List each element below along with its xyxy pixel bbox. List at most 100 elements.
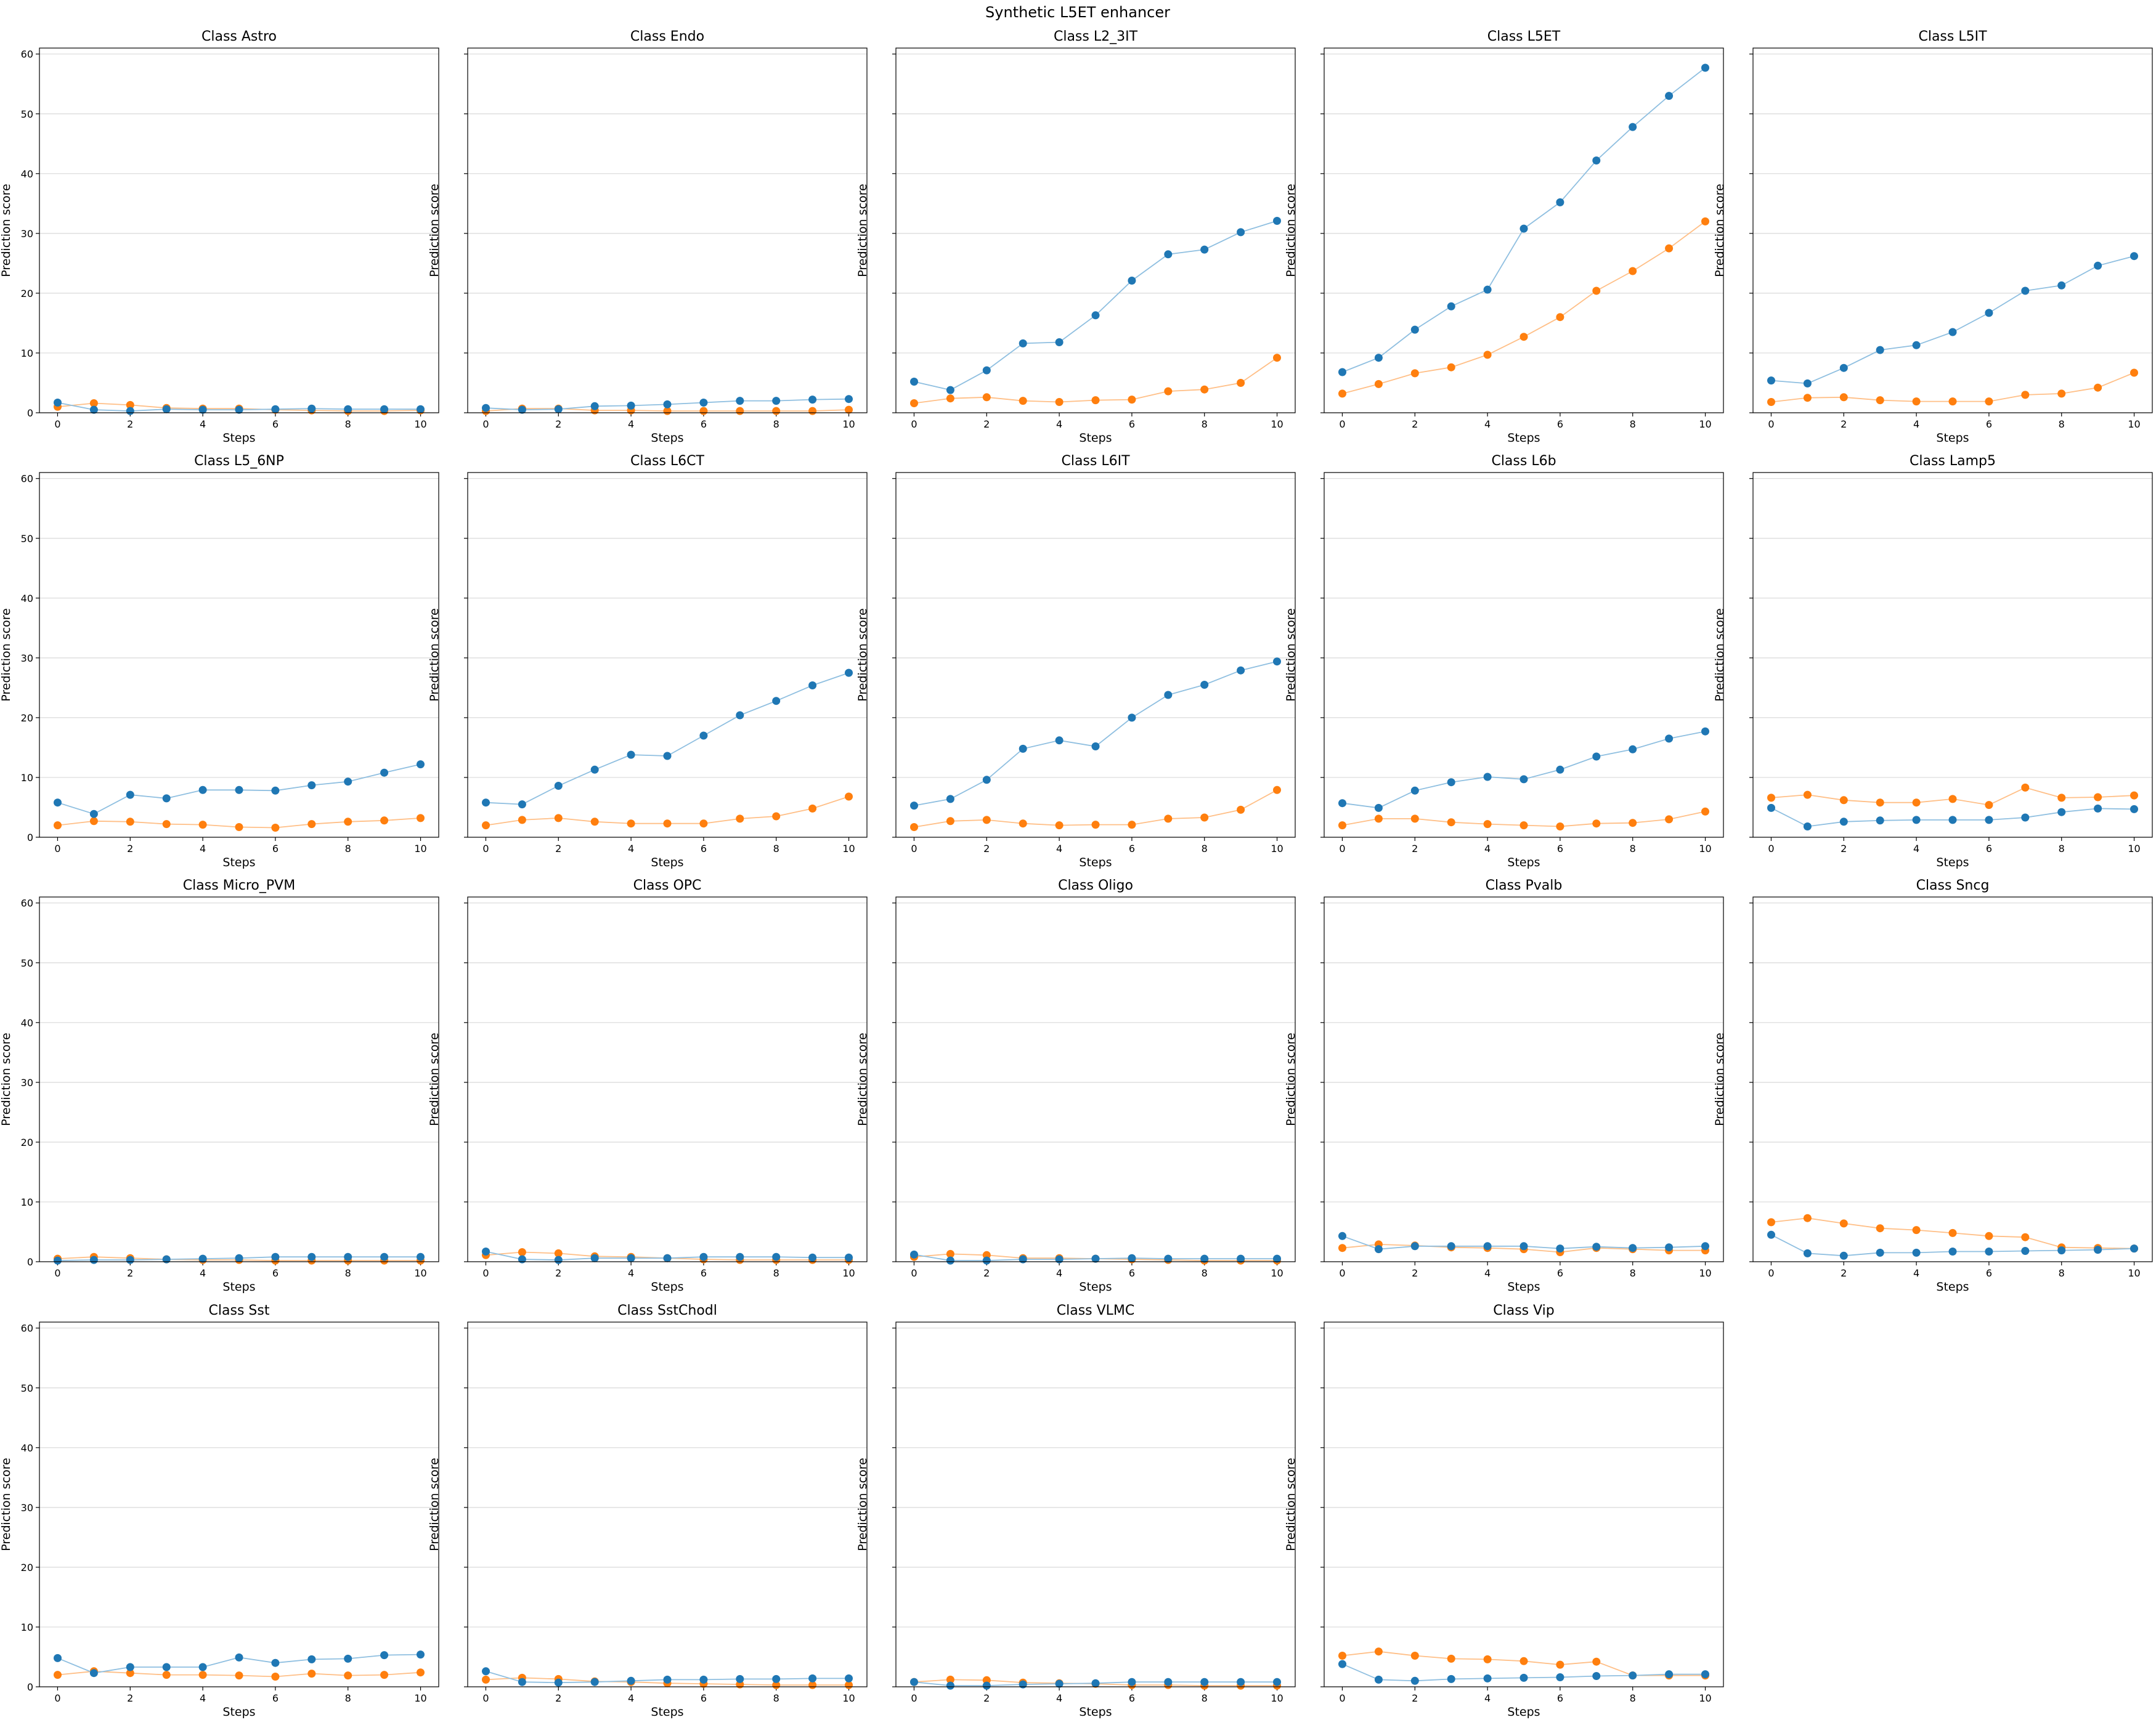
data-point-a — [307, 781, 316, 790]
chart-panel: Class Sncg 0 2 4 6 8 10 Steps Prediction score — [1713, 878, 2153, 1294]
data-point-a — [1556, 198, 1564, 206]
x-tick-label: 0 — [1339, 1267, 1345, 1279]
x-tick-label: 2 — [983, 1692, 990, 1704]
data-point-a — [307, 1655, 316, 1663]
data-point-a — [736, 397, 744, 405]
data-point-b — [1164, 387, 1173, 396]
x-axis-label: Steps — [1507, 1280, 1540, 1294]
data-point-b — [1237, 379, 1245, 387]
plot-frame — [39, 47, 439, 413]
data-point-b — [1410, 814, 1419, 823]
data-point-a — [1055, 1255, 1064, 1264]
y-tick-label: 20 — [21, 288, 33, 299]
y-axis-label: Prediction score — [0, 1033, 13, 1126]
data-point-a — [2130, 252, 2138, 261]
data-point-a — [1839, 363, 1848, 372]
data-point-b — [946, 1675, 954, 1684]
data-point-b — [910, 823, 918, 831]
x-tick-label: 2 — [1412, 418, 1418, 430]
x-tick-label: 0 — [54, 418, 60, 430]
data-point-b — [271, 1673, 280, 1681]
plot-frame — [1324, 896, 1724, 1262]
x-tick-label: 4 — [628, 1267, 634, 1279]
data-point-a — [482, 404, 490, 412]
data-point-a — [627, 1254, 635, 1262]
panel-title: Class VLMC — [1057, 1303, 1135, 1318]
x-axis-label: Steps — [222, 1280, 255, 1294]
x-tick-label: 0 — [911, 1267, 917, 1279]
data-point-b — [1839, 393, 1848, 402]
x-tick-label: 10 — [1699, 843, 1711, 854]
chart-panel: Class Lamp5 0 2 4 6 8 10 Steps Prediction score — [1713, 453, 2153, 869]
data-point-a — [1665, 1670, 1674, 1679]
data-point-a — [845, 1674, 853, 1682]
data-point-a — [162, 794, 171, 803]
data-point-a — [1200, 1678, 1209, 1686]
y-axis-label: Prediction score — [856, 608, 869, 701]
data-point-a — [1665, 1243, 1674, 1252]
data-point-a — [271, 1252, 280, 1261]
data-point-b — [1701, 217, 1709, 225]
data-point-a — [54, 1654, 62, 1662]
data-point-b — [198, 821, 207, 829]
data-point-b — [1839, 1219, 1848, 1228]
y-tick-label: 60 — [21, 898, 33, 909]
data-point-b — [1592, 286, 1601, 295]
x-tick-label: 8 — [2059, 1267, 2065, 1279]
x-tick-label: 8 — [1630, 418, 1636, 430]
data-point-b — [198, 1671, 207, 1679]
data-point-b — [1237, 805, 1245, 814]
data-point-b — [1447, 363, 1455, 371]
data-point-b — [1338, 821, 1346, 830]
data-point-a — [1019, 339, 1027, 347]
x-axis-label: Steps — [1507, 1705, 1540, 1719]
panel-title: Class OPC — [633, 878, 702, 893]
data-point-b — [1483, 351, 1492, 359]
x-axis-label: Steps — [1936, 1280, 1969, 1294]
data-point-a — [772, 1674, 781, 1683]
data-point-a — [1985, 1248, 1993, 1256]
data-point-b — [554, 814, 563, 822]
y-tick-label: 0 — [27, 1681, 33, 1693]
data-point-b — [54, 821, 62, 830]
y-axis-label: Prediction score — [1713, 1033, 1727, 1126]
data-point-a — [1237, 1678, 1245, 1686]
data-point-a — [1556, 1673, 1564, 1681]
data-point-a — [627, 1676, 635, 1685]
data-point-b — [1338, 1244, 1346, 1252]
x-tick-label: 4 — [1913, 1267, 1919, 1279]
data-point-a — [1629, 745, 1637, 753]
panel-title: Class Pvalb — [1486, 878, 1563, 893]
plot-frame — [1324, 472, 1724, 838]
data-point-a — [1483, 1242, 1492, 1251]
data-point-a — [417, 1252, 425, 1261]
data-point-a — [1237, 1254, 1245, 1263]
x-tick-label: 2 — [127, 1692, 133, 1704]
panel-title: Class Oligo — [1058, 878, 1133, 893]
chart-panel: Class L2_3IT 0 2 4 6 8 10 Steps Prediction score — [856, 29, 1296, 445]
y-axis-label: Prediction score — [856, 184, 869, 277]
data-point-a — [1665, 734, 1674, 743]
data-point-b — [1273, 785, 1281, 794]
data-point-a — [1876, 816, 1884, 825]
data-point-a — [1519, 775, 1528, 784]
data-point-a — [307, 404, 316, 413]
data-point-b — [162, 1671, 171, 1679]
y-axis-label: Prediction score — [428, 1458, 441, 1551]
data-point-b — [2094, 383, 2102, 392]
x-tick-label: 2 — [1841, 843, 1847, 854]
y-tick-label: 60 — [21, 473, 33, 485]
data-point-a — [2021, 1247, 2030, 1255]
data-point-a — [808, 396, 817, 404]
data-point-b — [1055, 821, 1064, 830]
chart-panel: Class Astro 0 10 20 30 40 50 60 0 2 4 6 8 10 Steps Pred… — [0, 29, 439, 445]
data-point-a — [845, 1253, 853, 1262]
data-point-b — [1374, 1647, 1383, 1656]
panel-title: Class L6b — [1491, 453, 1556, 469]
data-point-b — [417, 814, 425, 822]
data-point-a — [1876, 346, 1884, 354]
x-tick-label: 4 — [628, 418, 634, 430]
plot-frame — [467, 896, 868, 1262]
x-tick-label: 6 — [1129, 1267, 1135, 1279]
data-point-a — [1701, 63, 1709, 72]
